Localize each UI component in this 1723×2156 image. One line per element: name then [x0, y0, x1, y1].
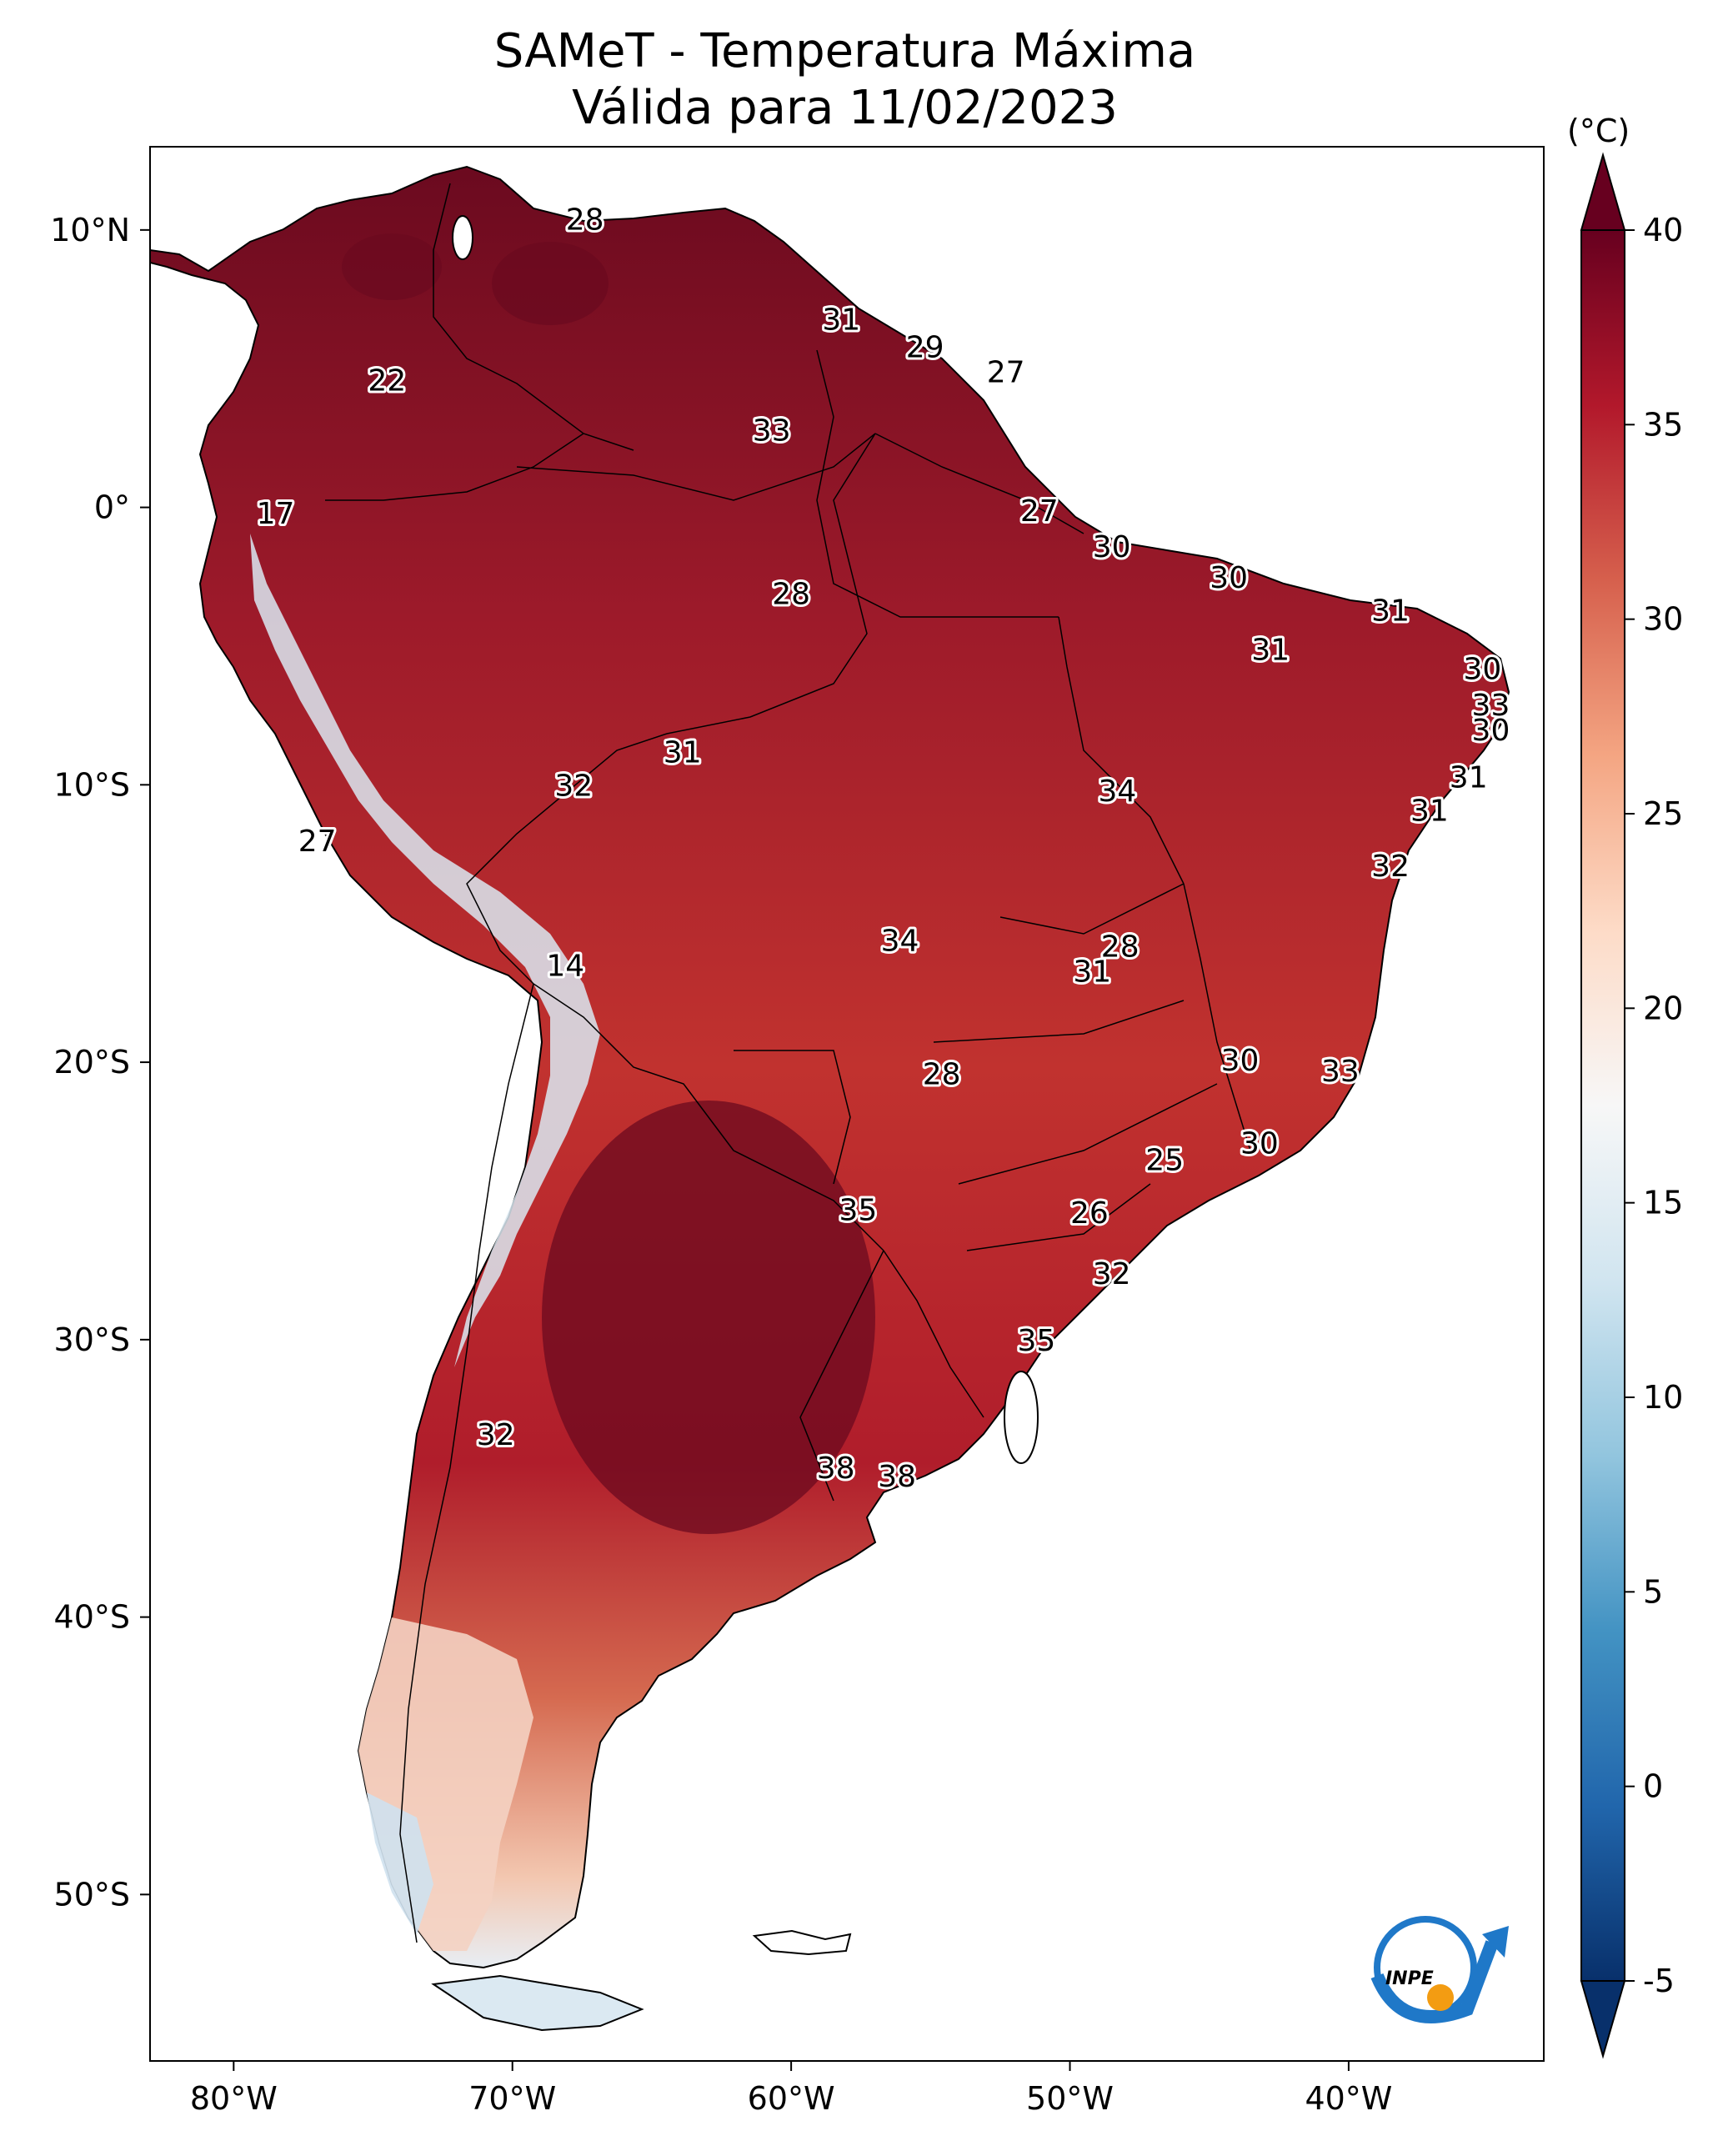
colorbar-tick-label: 40	[1643, 212, 1683, 248]
city-temperature-label: 29	[906, 331, 944, 365]
colorbar-tick-label: -5	[1643, 1963, 1675, 1999]
heat-core-argentina	[542, 1101, 875, 1534]
city-temperature-label: 30	[1221, 1044, 1260, 1078]
city-temperature-label: 31	[1450, 760, 1488, 795]
patagonia-ice-zone	[367, 1792, 433, 1934]
city-temperature-label: 30	[1472, 714, 1510, 748]
colorbar: -5 0 5 10 15 20 25 30 35 40 (°C)	[1567, 113, 1683, 2059]
lat-tick-label: 30°S	[54, 1321, 130, 1358]
lake-maracaibo	[452, 215, 473, 260]
city-temperature-label: 33	[1472, 689, 1510, 723]
colorbar-unit: (°C)	[1567, 113, 1630, 149]
lon-tick-label: 40°W	[1305, 2080, 1392, 2117]
lat-tick-label: 50°S	[54, 1876, 130, 1913]
city-temperature-label: 31	[1410, 794, 1449, 828]
andes-cool-zone	[250, 534, 600, 1367]
tierra-del-fuego	[431, 1974, 644, 2032]
falkland-islands	[752, 1929, 852, 1956]
city-temperature-label: 27	[1020, 494, 1059, 529]
city-temperature-label: 31	[822, 303, 860, 337]
city-temperature-label: 25	[1145, 1144, 1184, 1178]
heat-core-venezuela	[492, 242, 609, 325]
city-temperature-label: 14	[546, 950, 584, 984]
colorbar-tick-label: 35	[1643, 406, 1683, 443]
lon-tick-label: 50°W	[1026, 2080, 1114, 2117]
city-temperature-label: 30	[1464, 653, 1502, 687]
map-subtitle: Válida para 11/02/2023	[572, 81, 1118, 135]
lon-tick-label: 70°W	[468, 2080, 556, 2117]
city-temperature-label: 26	[1070, 1196, 1109, 1231]
colorbar-tick-label: 20	[1643, 990, 1683, 1026]
city-temperature-label: 31	[1371, 594, 1410, 629]
colorbar-tick-label: 10	[1643, 1379, 1683, 1416]
colorbar-scale	[1580, 229, 1625, 1982]
city-temperature-label: 31	[1073, 955, 1111, 989]
lagoa-dos-patos	[1004, 1371, 1039, 1464]
city-temperature-label: 22	[368, 364, 406, 399]
lat-tick-label: 10°N	[50, 212, 130, 248]
inpe-logo: INPE	[1370, 1916, 1509, 2023]
city-temperature-label: 27	[298, 825, 337, 859]
city-temperature-label: 31	[1251, 633, 1290, 667]
city-temperature-label: 33	[1321, 1055, 1360, 1089]
city-temperature-label: 28	[566, 203, 604, 238]
longitude-axis: 80°W 70°W 60°W 50°W 40°W	[190, 2061, 1392, 2117]
city-temperature-label: 28	[772, 578, 810, 612]
city-temperature-label: 32	[554, 769, 593, 803]
city-temperature-label: 38	[878, 1460, 916, 1494]
colorbar-lower-arrow	[1580, 1980, 1626, 2059]
city-temperature-label: 33	[753, 414, 791, 448]
lat-tick-label: 0°	[94, 489, 130, 526]
city-temperature-label: 27	[987, 356, 1025, 390]
colorbar-tick-label: 5	[1643, 1573, 1663, 1610]
city-temperature-label: 30	[1240, 1127, 1279, 1161]
city-temperature-label: 28	[923, 1057, 961, 1091]
colorbar-tick-label: 15	[1643, 1185, 1683, 1221]
heat-core-colombia	[342, 233, 442, 300]
city-temperature-label: 32	[1093, 1257, 1131, 1291]
latitude-axis: 10°N 0° 10°S 20°S 30°S 40°S 50°S	[50, 212, 150, 1913]
city-temperature-label: 30	[1093, 530, 1131, 564]
city-temperature-label: 17	[257, 497, 295, 531]
lat-tick-label: 40°S	[54, 1599, 130, 1636]
colorbar-tick-label: 0	[1643, 1768, 1663, 1805]
lat-tick-label: 10°S	[54, 766, 130, 803]
svg-text:INPE: INPE	[1385, 1968, 1434, 1989]
city-temperature-label: 34	[1098, 775, 1136, 809]
country-borders	[325, 183, 1251, 1943]
city-temperature-label: 38	[817, 1452, 855, 1486]
city-temperature-label: 32	[1371, 850, 1410, 884]
lon-tick-label: 80°W	[190, 2080, 278, 2117]
colorbar-upper-arrow	[1580, 152, 1626, 231]
colorbar-tick-label: 30	[1643, 601, 1683, 638]
city-temperature-label: 35	[1017, 1324, 1055, 1358]
lat-tick-label: 20°S	[54, 1044, 130, 1081]
lon-tick-label: 60°W	[748, 2080, 835, 2117]
city-temperature-label: 28	[1101, 930, 1139, 964]
city-temperature-label: 35	[839, 1193, 877, 1227]
colorbar-ticks: -5 0 5 10 15 20 25 30 35 40	[1625, 212, 1683, 1999]
colorbar-tick-label: 25	[1643, 795, 1683, 832]
city-temperature-label: 31	[664, 735, 702, 770]
city-temperature-label: 34	[881, 925, 919, 959]
city-temperature-label: 30	[1210, 561, 1248, 595]
map-title: SAMeT - Temperatura Máxima	[493, 24, 1196, 78]
south-america-land	[150, 165, 1510, 1969]
city-temperature-label: 32	[477, 1418, 515, 1452]
